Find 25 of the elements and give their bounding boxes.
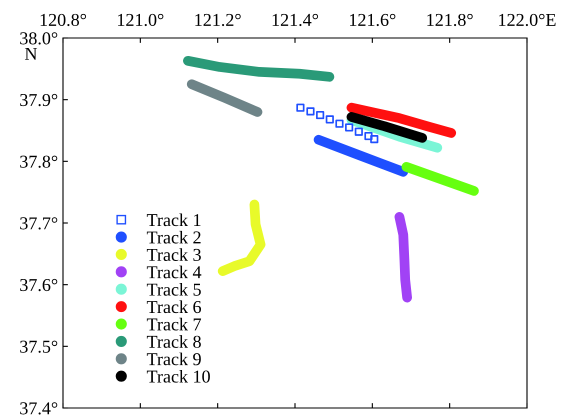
legend-label: Track 9 — [146, 352, 201, 366]
legend-label: Track 3 — [146, 248, 201, 261]
y-tick-label: 37.8° — [20, 156, 58, 168]
y-tick-label: 37.7° — [20, 217, 58, 230]
legend-label: Track 6 — [146, 300, 202, 314]
x-tick-label: 121.6° — [350, 14, 396, 26]
x-tick-label: 121.8° — [427, 14, 473, 26]
legend-label: Track 5 — [146, 283, 201, 296]
y-tick-label: 37.6° — [20, 278, 58, 292]
y-tick-label: 37.9° — [20, 94, 58, 106]
legend-label: Track 2 — [146, 230, 201, 244]
legend-label: Track 4 — [146, 266, 202, 278]
x-tick-label: 122.0°E — [499, 14, 556, 26]
y-tick-label: 37.5° — [20, 340, 58, 353]
x-tick-label: 121.0° — [118, 14, 164, 26]
legend-label: Track 10 — [146, 370, 210, 383]
legend-label: Track 7 — [146, 318, 202, 331]
legend-label: Track 1 — [146, 213, 200, 226]
y-tick-label: 38.0° — [20, 32, 58, 45]
x-tick-label: 121.2° — [195, 14, 241, 26]
y-axis-title: N — [24, 48, 38, 60]
legend-label: Track 8 — [146, 335, 201, 348]
y-tick-label: 37.4° — [20, 402, 58, 415]
x-tick-label: 120.8° — [40, 14, 86, 26]
x-tick-label: 121.4° — [272, 14, 318, 26]
